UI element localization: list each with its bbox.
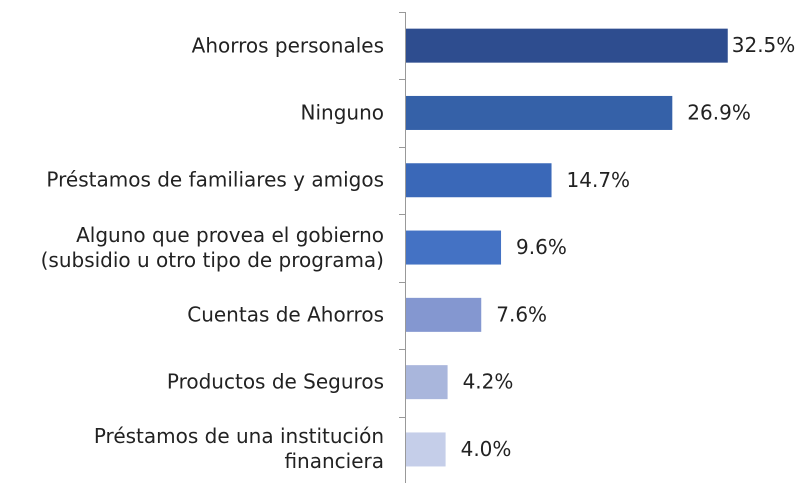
value-label: 9.6% — [516, 235, 567, 259]
bar — [406, 163, 552, 198]
category-label: Ahorros personales — [191, 33, 384, 58]
bar — [406, 230, 502, 265]
value-label: 7.6% — [496, 302, 547, 326]
category-label: Cuentas de Ahorros — [187, 302, 384, 327]
category-label: Préstamos de una institución financiera — [93, 424, 384, 474]
value-label: 4.2% — [463, 370, 514, 394]
bar — [406, 95, 673, 130]
axis — [399, 12, 406, 483]
value-label: 14.7% — [567, 168, 631, 192]
bar — [406, 297, 482, 332]
value-label: 32.5% — [732, 33, 796, 57]
bar — [406, 432, 446, 467]
bar — [406, 365, 448, 400]
category-label: Préstamos de familiares y amigos — [46, 167, 384, 192]
value-label: 26.9% — [687, 100, 751, 124]
bar — [406, 28, 728, 63]
category-label: Productos de Seguros — [166, 369, 384, 394]
category-label: Ninguno — [300, 100, 384, 125]
category-label: Alguno que provea el gobierno (subsidio … — [40, 222, 384, 272]
value-label: 4.0% — [461, 437, 512, 461]
